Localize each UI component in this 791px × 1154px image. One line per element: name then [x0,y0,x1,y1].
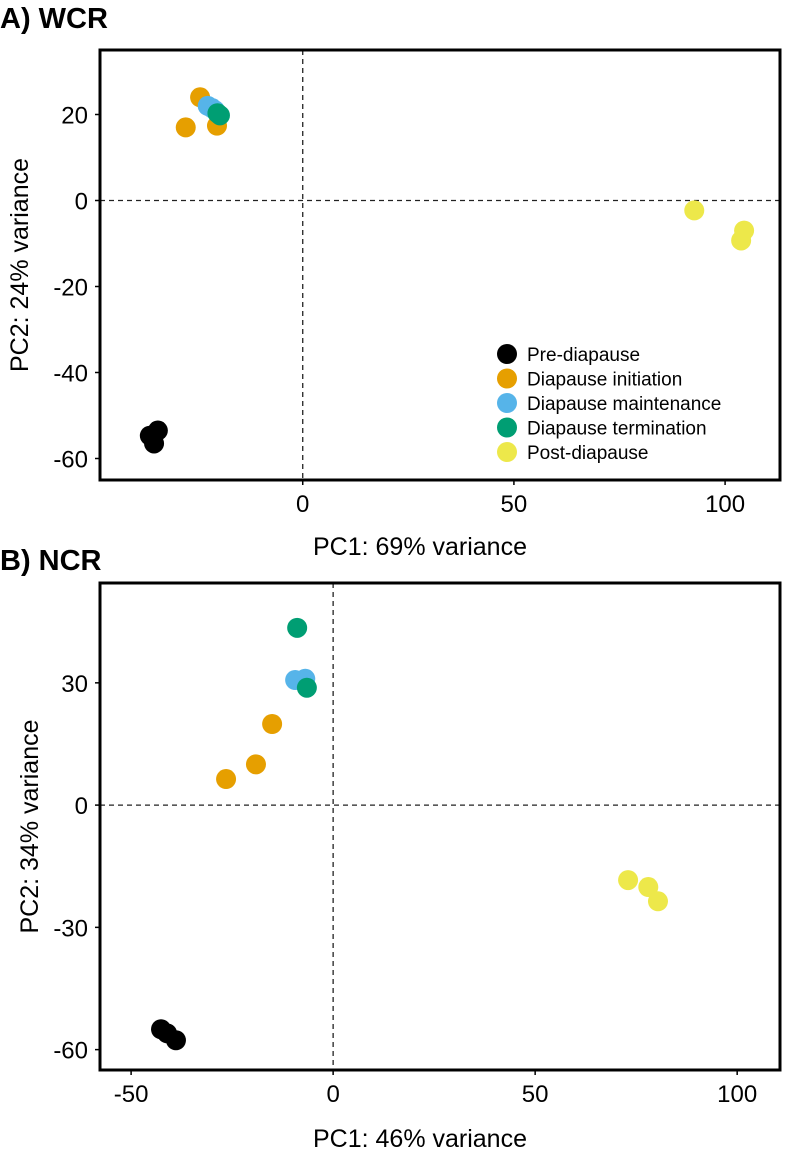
chart-panel-0: A) WCR 0 50 100 20 0 -20 -40 -60 PC1: 69% varianc… [0,3,782,561]
x-tick-label: 100 [717,1081,757,1108]
x-tick-label: 50 [522,1081,549,1108]
point-diapause-termination [207,103,228,124]
plot-frame [98,581,782,1072]
y-tick-label: 30 [61,671,88,698]
point-post-diapause [618,870,639,891]
point-diapause-termination [296,677,317,698]
plot-frame [98,48,782,482]
x-axis-label: PC1: 46% variance [313,1125,527,1153]
point-pre-diapause [144,433,165,454]
point-post-diapause [638,877,659,898]
x-tick-label: 100 [705,491,745,518]
x-tick-label: 0 [326,1081,339,1108]
y-axis-label: PC2: 34% variance [16,719,44,933]
point-pre-diapause [165,1030,186,1051]
y-tick-label: 0 [75,189,88,216]
point-diapause-termination [287,617,308,638]
legend-swatch [497,344,517,364]
point-diapause-initiation [216,769,237,790]
x-tick-label: -50 [114,1081,149,1108]
x-tick-label: 50 [501,491,528,518]
y-tick-label: 20 [61,103,88,130]
y-tick-label: -30 [53,915,88,942]
point-diapause-initiation [245,754,266,775]
y-tick-label: 0 [75,793,88,820]
legend-label: Diapause initiation [527,370,682,391]
point-diapause-initiation [262,714,283,735]
legend: Pre-diapause Diapause initiation Diapause … [497,344,721,464]
legend-swatch [497,368,517,389]
x-axis-label: PC1: 69% variance [313,533,527,561]
y-tick-label: -40 [53,361,88,388]
legend-swatch [497,442,517,462]
y-axis-label: PC2: 24% variance [6,158,34,372]
y-tick-label: -60 [53,447,88,474]
x-tick-label: 0 [296,491,309,518]
legend-swatch [497,393,517,413]
legend-label: Diapause maintenance [527,394,721,415]
point-post-diapause [647,891,668,912]
legend-label: Post-diapause [527,443,648,464]
legend-label: Pre-diapause [527,345,640,366]
y-tick-label: -60 [53,1038,88,1065]
point-diapause-initiation [175,117,196,138]
legend-swatch [497,417,517,438]
point-post-diapause [684,200,705,221]
legend-label: Diapause termination [527,419,707,440]
y-tick-label: -20 [53,275,88,302]
chart-panel-1: B) NCR -50 0 50 100 30 0 -30 -60 PC1: 46% varianc… [0,545,782,1153]
chart-title: B) NCR [0,545,102,577]
chart-title: A) WCR [0,3,108,35]
point-post-diapause [731,230,752,251]
